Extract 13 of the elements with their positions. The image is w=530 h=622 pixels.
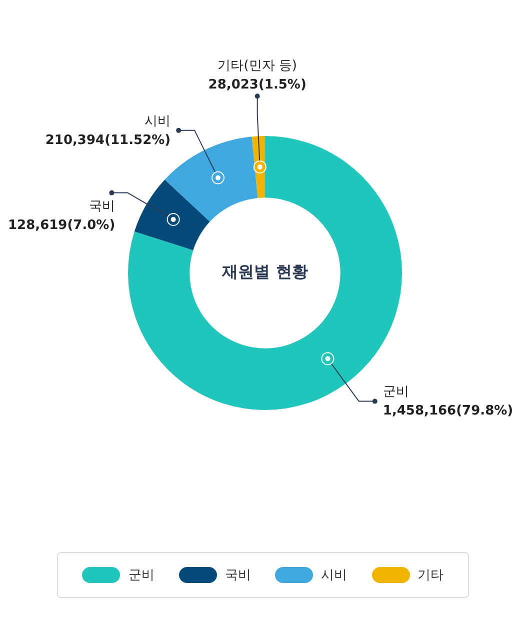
slice-label: 시비	[144, 114, 171, 129]
text: 재원별 현황	[221, 262, 308, 282]
data-label: 1,458,166(79.8%)	[382, 404, 514, 419]
text: 기타(민자 등)	[218, 58, 297, 74]
legend-label: 국비	[224, 567, 251, 584]
data-label: 210,394(11.52%)	[45, 132, 171, 148]
data-label: 28,023(1.5%)	[208, 78, 306, 93]
legend-label: 기타	[418, 567, 444, 584]
slice-label: 군비	[382, 384, 409, 400]
slice-label: 국비	[89, 199, 116, 214]
legend-label: 시비	[321, 567, 348, 584]
data-label: 128,619(7.0%)	[8, 218, 116, 234]
legend-label: 군비	[128, 567, 154, 584]
